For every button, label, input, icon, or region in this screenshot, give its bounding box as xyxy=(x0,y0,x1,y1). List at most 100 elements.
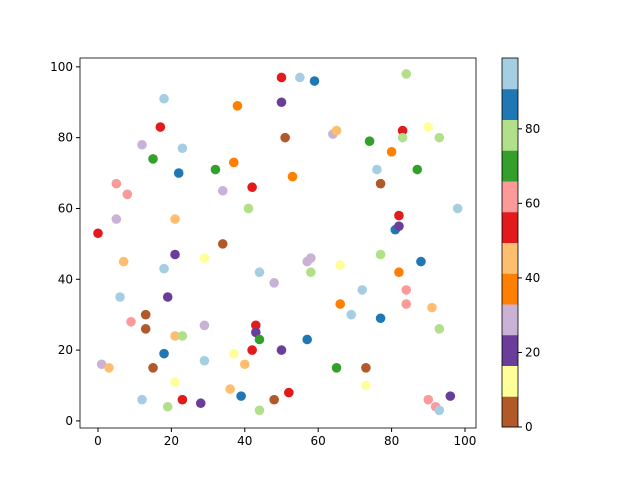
scatter-point xyxy=(254,334,265,345)
scatter-point xyxy=(434,132,445,143)
scatter-point xyxy=(137,394,147,405)
scatter-point xyxy=(254,267,265,278)
scatter-point xyxy=(159,263,169,274)
scatter-point xyxy=(434,405,445,416)
scatter-point xyxy=(239,359,250,370)
scatter-point xyxy=(195,398,206,409)
scatter-point xyxy=(243,203,254,214)
scatter-point xyxy=(394,210,404,221)
scatter-point xyxy=(287,171,298,182)
scatter-point xyxy=(331,363,342,373)
scatter-point xyxy=(155,122,166,132)
scatter-point xyxy=(93,228,103,239)
scatter-point xyxy=(225,384,235,394)
scatter-point xyxy=(397,125,408,136)
scatter-point xyxy=(306,267,316,278)
scatter-point xyxy=(111,178,122,189)
scatter-point xyxy=(126,316,136,327)
colorbar-frame xyxy=(501,57,519,428)
scatter-point xyxy=(148,363,158,373)
x-tick-label: 60 xyxy=(311,434,326,448)
scatter-point xyxy=(423,394,434,405)
scatter-point xyxy=(170,331,180,341)
scatter-point xyxy=(170,249,180,260)
colorbar-band xyxy=(502,58,518,90)
scatter-point xyxy=(375,178,386,189)
scatter-point xyxy=(401,299,412,309)
colorbar-band xyxy=(502,88,518,120)
x-tick-label: 100 xyxy=(454,434,477,448)
scatter-point xyxy=(412,164,423,175)
colorbar-band xyxy=(502,242,518,274)
colorbar-tick-label: 80 xyxy=(525,122,540,136)
scatter-point xyxy=(247,345,257,355)
plot-frame xyxy=(79,57,477,429)
y-tick-label: 40 xyxy=(58,272,73,286)
scatter-point xyxy=(434,324,445,334)
scatter-point xyxy=(397,132,408,143)
scatter-point xyxy=(335,299,346,309)
x-tick-label: 20 xyxy=(164,434,179,448)
colorbar-band xyxy=(502,365,518,397)
scatter-point xyxy=(122,189,133,200)
y-tick-label: 20 xyxy=(58,343,73,357)
scatter-point xyxy=(148,154,158,164)
scatter-point xyxy=(269,394,279,405)
scatter-point xyxy=(118,256,129,267)
scatter-point xyxy=(427,302,437,313)
colorbar-band xyxy=(502,119,518,151)
scatter-point xyxy=(361,363,371,373)
scatter-point xyxy=(170,377,180,387)
scatter-point xyxy=(177,394,188,405)
scatter-point xyxy=(375,313,386,324)
x-tick-label: 80 xyxy=(384,434,399,448)
scatter-point xyxy=(236,391,246,401)
scatter-point xyxy=(372,164,382,175)
scatter-point xyxy=(137,139,147,150)
colorbar-tick-label: 60 xyxy=(525,196,540,210)
scatter-point xyxy=(276,345,287,355)
scatter-point xyxy=(295,72,305,83)
scatter-point xyxy=(401,285,412,295)
scatter-point xyxy=(357,285,368,295)
scatter-point xyxy=(276,97,287,108)
colorbar-band xyxy=(502,304,518,336)
scatter-point xyxy=(309,76,320,86)
y-tick-label: 100 xyxy=(50,60,73,74)
colorbar-tick-label: 40 xyxy=(525,271,540,285)
colorbar-band xyxy=(502,181,518,213)
y-tick-label: 0 xyxy=(65,414,73,428)
y-tick-label: 80 xyxy=(58,131,73,145)
scatter-point xyxy=(302,334,312,345)
y-tick-label: 60 xyxy=(58,201,73,215)
scatter-point xyxy=(306,253,316,263)
scatter-point xyxy=(199,320,210,331)
scatter-point xyxy=(159,348,169,359)
scatter-point xyxy=(280,132,290,143)
scatter-point xyxy=(140,324,151,334)
scatter-point xyxy=(254,405,265,416)
scatter-point xyxy=(177,143,188,154)
scatter-point xyxy=(375,249,386,260)
scatter-point xyxy=(335,260,346,270)
scatter-point xyxy=(111,214,122,224)
scatter-point xyxy=(232,100,243,111)
scatter-point xyxy=(452,203,463,214)
scatter-point xyxy=(177,331,188,341)
scatter-point xyxy=(416,256,426,267)
scatter-point xyxy=(247,182,257,193)
scatter-point xyxy=(162,401,173,412)
scatter-point xyxy=(423,122,434,132)
scatter-point xyxy=(162,292,173,302)
scatter-point xyxy=(386,147,397,157)
colorbar-band xyxy=(502,334,518,366)
scatter-point xyxy=(210,164,221,175)
scatter-point xyxy=(96,359,107,370)
colorbar-tick-label: 0 xyxy=(525,420,533,434)
scatter-point xyxy=(401,69,412,79)
scatter-point xyxy=(394,221,404,231)
scatter-point xyxy=(228,157,239,168)
x-tick-label: 40 xyxy=(237,434,252,448)
scatter-point xyxy=(170,214,180,224)
